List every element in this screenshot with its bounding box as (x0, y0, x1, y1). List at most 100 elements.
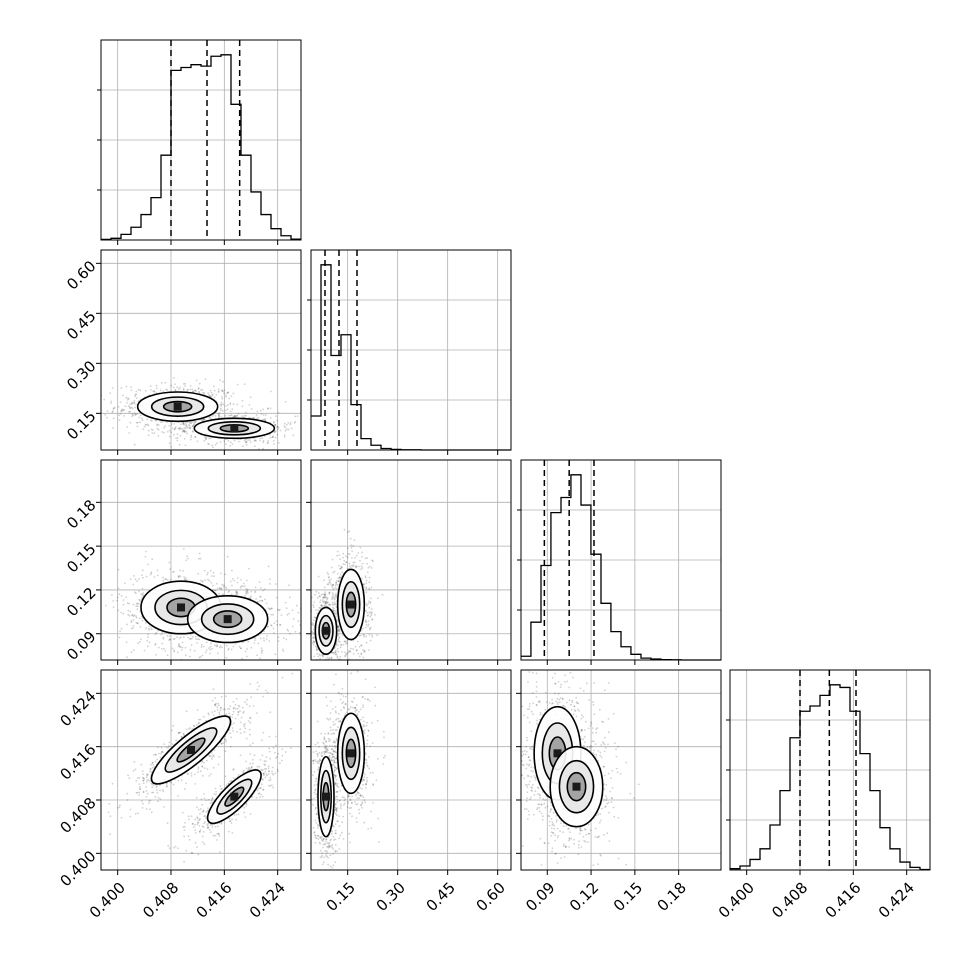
scatter-point (245, 579, 248, 582)
scatter-point (211, 796, 214, 799)
scatter-point (190, 434, 193, 437)
scatter-point (218, 413, 221, 416)
scatter-point (132, 619, 135, 621)
scatter-point (233, 706, 235, 709)
scatter-point (268, 433, 271, 436)
scatter-point (351, 667, 353, 669)
scatter-point (326, 661, 328, 663)
scatter-point (225, 394, 228, 397)
scatter-point (323, 596, 326, 599)
scatter-point (338, 637, 340, 639)
scatter-point (312, 637, 315, 640)
scatter-point (331, 598, 334, 601)
scatter-point (220, 660, 222, 662)
scatter-point (319, 606, 322, 609)
scatter-point (304, 649, 306, 651)
scatter-point (291, 672, 294, 675)
scatter-point (255, 712, 258, 714)
scatter-point (352, 561, 355, 564)
scatter-point (322, 663, 324, 665)
scatter-point (159, 389, 162, 392)
scatter-point (111, 411, 114, 413)
scatter-point (275, 744, 277, 747)
scatter-point (270, 624, 272, 626)
scatter-point (145, 795, 148, 798)
scatter-point (298, 632, 301, 634)
scatter-point (358, 655, 361, 658)
scatter-point (182, 429, 185, 432)
scatter-point (129, 610, 132, 613)
scatter-point (328, 603, 330, 606)
scatter-point (365, 586, 367, 589)
scatter-point (371, 634, 373, 637)
scatter-point (178, 388, 180, 391)
scatter-point (231, 408, 234, 411)
scatter-point (366, 571, 369, 573)
scatter-point (136, 580, 139, 583)
scatter-point (108, 803, 111, 805)
scatter-point (269, 582, 271, 585)
scatter-point (326, 656, 329, 659)
scatter-point (202, 645, 205, 648)
scatter-point (261, 649, 264, 652)
scatter-point (132, 414, 135, 417)
scatter-point (307, 646, 309, 648)
scatter-point (312, 604, 315, 606)
scatter-point (351, 667, 353, 669)
scatter-point (262, 408, 265, 411)
scatter-point (195, 420, 197, 423)
scatter-point (209, 648, 212, 651)
scatter-point (357, 652, 360, 655)
scatter-point (207, 578, 210, 581)
scatter-point (201, 580, 204, 582)
scatter-point (184, 577, 187, 579)
scatter-point (211, 648, 214, 650)
scatter-point (223, 440, 226, 443)
axes-frame (729, 669, 931, 871)
scatter-point (276, 623, 278, 626)
scatter-point (205, 641, 208, 644)
scatter-point (161, 431, 164, 433)
scatter-point (147, 429, 150, 432)
scatter-point (340, 565, 343, 568)
scatter-point (184, 788, 186, 790)
scatter-point (203, 392, 206, 394)
scatter-point (164, 578, 167, 580)
scatter-point (196, 440, 199, 443)
scatter-point (131, 614, 134, 617)
scatter-point (194, 436, 197, 439)
scatter-point (146, 418, 149, 421)
scatter-point (369, 639, 372, 642)
scatter-point (228, 708, 231, 710)
scatter-point (371, 636, 374, 638)
scatter-point (225, 695, 227, 698)
scatter-point (242, 712, 245, 714)
scatter-point (120, 595, 123, 597)
scatter-point (193, 423, 196, 425)
scatter-point (285, 423, 288, 426)
scatter-point (167, 745, 170, 747)
scatter-point (221, 397, 224, 400)
scatter-point (273, 424, 276, 426)
scatter-point (365, 635, 367, 638)
scatter-point (173, 637, 176, 640)
scatter-point (370, 614, 373, 617)
scatter-point (192, 724, 195, 727)
scatter-point (323, 595, 326, 597)
scatter-point (218, 834, 221, 837)
scatter-point (210, 395, 213, 398)
scatter-point (336, 655, 339, 658)
scatter-point (182, 569, 184, 572)
scatter-point (332, 610, 335, 612)
scatter-point (208, 395, 211, 398)
scatter-point (189, 388, 192, 391)
scatter-point (218, 593, 220, 595)
scatter-point (369, 597, 372, 600)
scatter-point (372, 560, 374, 563)
scatter-point (198, 721, 200, 724)
scatter-point (325, 596, 328, 599)
scatter-point (142, 791, 145, 793)
scatter-point (154, 644, 157, 646)
scatter-point (243, 663, 245, 665)
scatter-point (262, 414, 265, 416)
